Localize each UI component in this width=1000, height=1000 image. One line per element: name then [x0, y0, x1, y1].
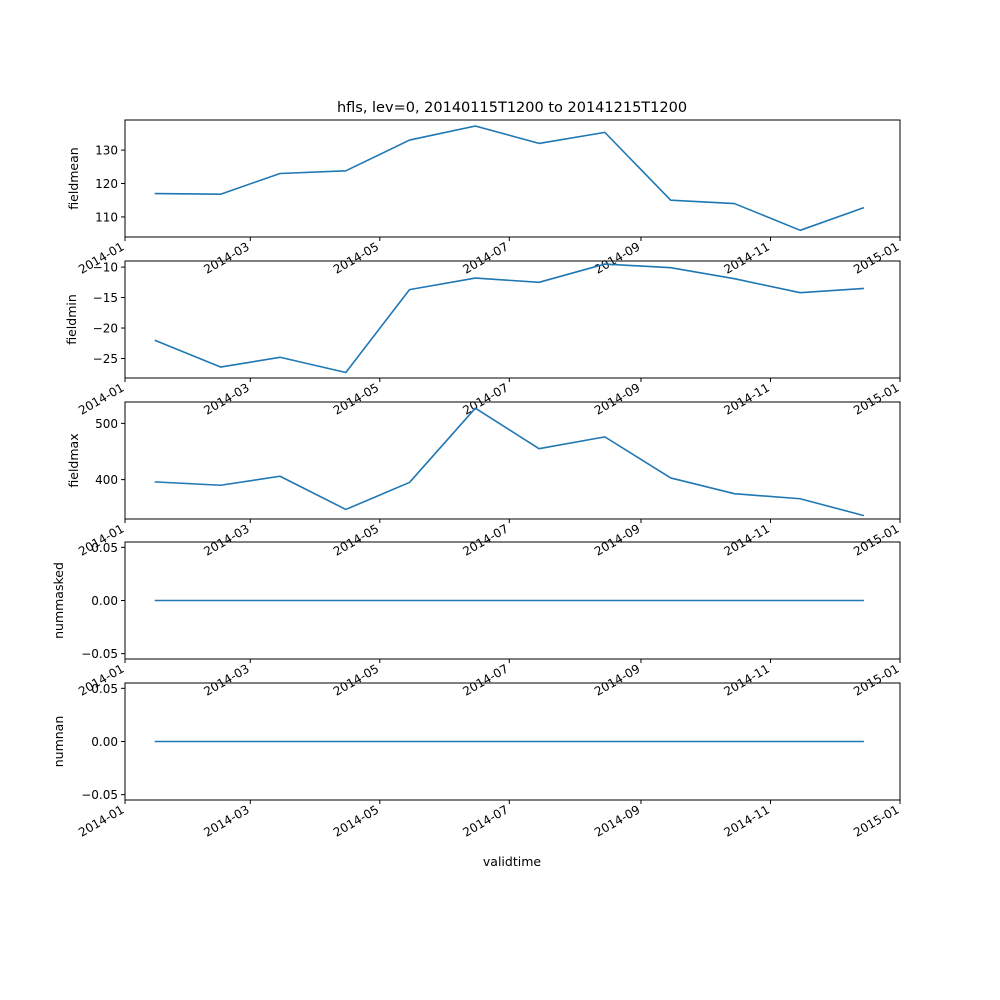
x-tick-label: 2015-01: [851, 802, 901, 839]
x-tick-label: 2014-05: [331, 380, 381, 417]
x-tick-label: 2014-05: [331, 521, 381, 558]
x-tick-label: 2014-07: [460, 802, 510, 839]
x-tick-label: 2014-09: [592, 380, 642, 417]
subplot-numnan: −0.05 0.00 0.05 numnan 2014-01 2014-03 2014-05…: [51, 682, 902, 840]
x-tick-label: 2014-11: [722, 661, 772, 698]
y-tick-label: −15: [93, 291, 118, 305]
x-axis-label: validtime: [483, 854, 541, 869]
x-tick-label: 2014-01: [76, 380, 126, 417]
y-tick-label: 0.00: [91, 735, 118, 749]
x-tick-label: 2015-01: [851, 380, 901, 417]
x-tick-label: 2014-07: [460, 239, 510, 276]
x-tick-label: 2014-03: [201, 661, 251, 698]
x-tick-label: 2014-11: [722, 380, 772, 417]
x-tick-label: 2014-05: [331, 802, 381, 839]
subplot-fieldmin: −25 −20 −15 −10 fieldmin 2014-01 2014-03 2014-0…: [64, 260, 902, 418]
series-line-fieldmean: [154, 125, 865, 232]
y-tick-label: 130: [95, 144, 118, 158]
y-axis-label: fieldmax: [66, 433, 81, 487]
x-tick-label: 2014-05: [331, 239, 381, 276]
y-tick-label: 0.05: [91, 682, 118, 696]
subplots: 110 120 130 fieldmean 2014-01 2014-03 2014-05 2…: [51, 119, 902, 840]
x-tick-label: 2014-11: [722, 239, 772, 276]
y-tick-label: −25: [93, 352, 118, 366]
y-tick-label: −0.05: [81, 788, 118, 802]
x-tick-label: 2014-11: [722, 521, 772, 558]
x-tick-label: 2014-03: [201, 521, 251, 558]
y-tick-label: 400: [95, 473, 118, 487]
y-tick-label: −20: [93, 322, 118, 336]
x-tick-label: 2014-05: [331, 661, 381, 698]
y-axis-label: fieldmean: [66, 147, 81, 209]
y-tick-label: 110: [95, 210, 118, 224]
series-line-fieldmax: [154, 407, 865, 517]
x-tick-label: 2015-01: [851, 239, 901, 276]
axes-frame: [124, 119, 901, 238]
y-tick-label: −0.05: [81, 647, 118, 661]
axes-frame: [124, 260, 901, 379]
y-tick-label: 0.05: [91, 541, 118, 555]
x-tick-label: 2014-09: [592, 661, 642, 698]
y-axis-label: numnan: [51, 716, 66, 768]
x-tick-label: 2014-11: [722, 802, 772, 839]
x-tick-label: 2014-09: [592, 802, 642, 839]
x-tick-label: 2014-01: [76, 802, 126, 839]
y-axis-label: fieldmin: [64, 294, 79, 345]
x-tick-label: 2014-09: [592, 239, 642, 276]
y-tick-label: −10: [93, 261, 118, 275]
x-tick-label: 2014-07: [460, 521, 510, 558]
x-tick-label: 2015-01: [851, 661, 901, 698]
y-tick-label: 120: [95, 177, 118, 191]
x-tick-label: 2014-03: [201, 380, 251, 417]
x-tick-label: 2014-03: [201, 239, 251, 276]
x-tick-label: 2015-01: [851, 521, 901, 558]
series-line-fieldmin: [154, 263, 864, 374]
y-tick-label: 0.00: [91, 594, 118, 608]
y-tick-label: 500: [95, 417, 118, 431]
y-axis-label: nummasked: [51, 562, 66, 639]
x-tick-label: 2014-07: [460, 661, 510, 698]
axes-frame: [124, 401, 901, 520]
x-tick-label: 2014-09: [592, 521, 642, 558]
chart-title: hfls, lev=0, 20140115T1200 to 20141215T1…: [337, 100, 687, 116]
x-tick-label: 2014-03: [201, 802, 251, 839]
x-tick-label: 2014-07: [460, 380, 510, 417]
